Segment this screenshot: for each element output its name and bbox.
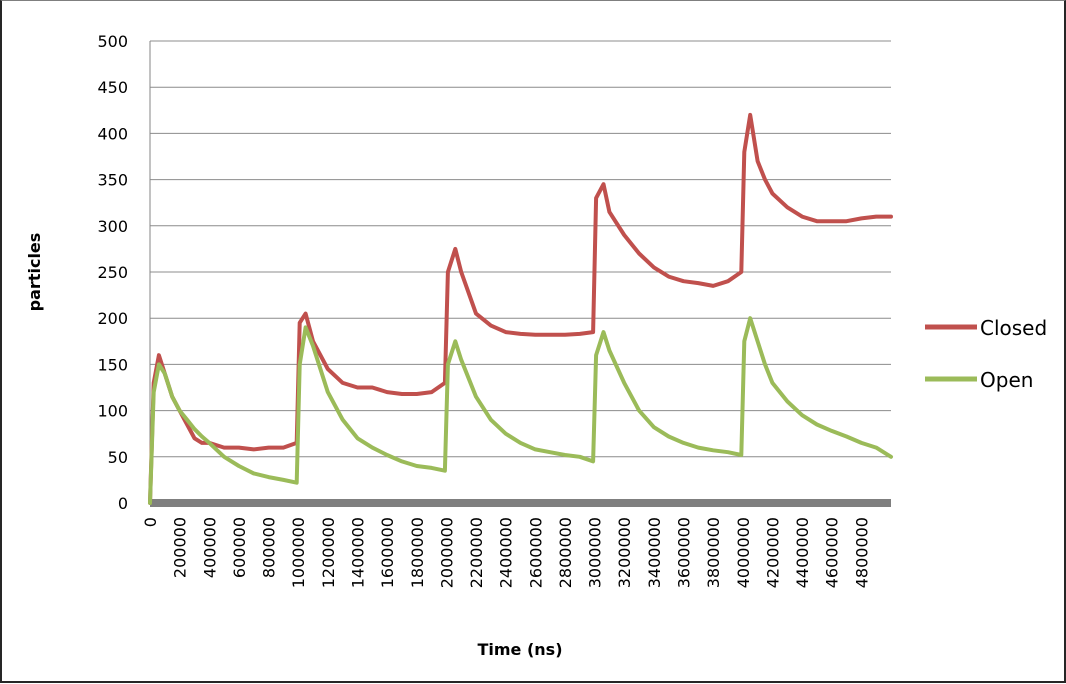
y-tick-label-100: 100 xyxy=(97,402,128,421)
series-line-open xyxy=(148,316,893,505)
x-tick-label-3000000: 3000000 xyxy=(586,517,605,588)
x-tick-label-2000000: 2000000 xyxy=(437,517,456,588)
y-tick-label-400: 400 xyxy=(97,124,128,143)
x-tick-label-4400000: 4400000 xyxy=(793,517,812,588)
x-tick-label-4000000: 4000000 xyxy=(734,517,753,588)
y-tick-label-500: 500 xyxy=(97,32,128,51)
x-tick-label-0: 0 xyxy=(141,517,160,527)
y-tick-label-250: 250 xyxy=(97,263,128,282)
x-tick-label-1200000: 1200000 xyxy=(319,517,338,588)
legend: Closed Open xyxy=(925,316,1047,392)
x-tick-label-3800000: 3800000 xyxy=(704,517,723,588)
x-tick-label-800000: 800000 xyxy=(260,517,279,578)
x-axis-bar xyxy=(150,499,891,507)
x-tick-label-400000: 400000 xyxy=(200,517,219,578)
x-tick-label-2800000: 2800000 xyxy=(556,517,575,588)
x-tick-label-2600000: 2600000 xyxy=(526,517,545,588)
x-tick-label-200000: 200000 xyxy=(171,517,190,578)
y-tick-label-450: 450 xyxy=(97,78,128,97)
y-tick-label-50: 50 xyxy=(108,448,128,467)
x-tick-label-1600000: 1600000 xyxy=(378,517,397,588)
x-tick-label-600000: 600000 xyxy=(230,517,249,578)
y-tick-label-200: 200 xyxy=(97,309,128,328)
x-axis-title: Time (ns) xyxy=(477,640,562,659)
series-line-closed xyxy=(148,112,893,505)
y-tick-label-150: 150 xyxy=(97,355,128,374)
x-tick-label-1800000: 1800000 xyxy=(408,517,427,588)
x-tick-label-2400000: 2400000 xyxy=(497,517,516,588)
y-tick-labels: 0 50 100 150 200 250 300 350 400 450 500 xyxy=(97,32,128,513)
x-tick-label-3400000: 3400000 xyxy=(645,517,664,588)
axes xyxy=(149,41,891,507)
x-tick-label-1000000: 1000000 xyxy=(289,517,308,588)
x-tick-label-4200000: 4200000 xyxy=(763,517,782,588)
x-tick-label-4800000: 4800000 xyxy=(852,517,871,588)
y-tick-label-350: 350 xyxy=(97,171,128,190)
x-tick-label-1400000: 1400000 xyxy=(348,517,367,588)
y-axis-title: particles xyxy=(25,233,44,312)
x-tick-label-3200000: 3200000 xyxy=(615,517,634,588)
y-tick-label-0: 0 xyxy=(118,494,128,513)
x-tick-labels: 0 200000 400000 600000 800000 1000000 1200000 1… xyxy=(141,517,871,588)
legend-label-open: Open xyxy=(980,368,1033,392)
series-lines xyxy=(148,112,893,505)
x-tick-label-4600000: 4600000 xyxy=(823,517,842,588)
x-tick-label-3600000: 3600000 xyxy=(675,517,694,588)
legend-label-closed: Closed xyxy=(980,316,1047,340)
x-tick-label-2200000: 2200000 xyxy=(467,517,486,588)
y-tick-label-300: 300 xyxy=(97,217,128,236)
gridlines xyxy=(150,40,891,458)
